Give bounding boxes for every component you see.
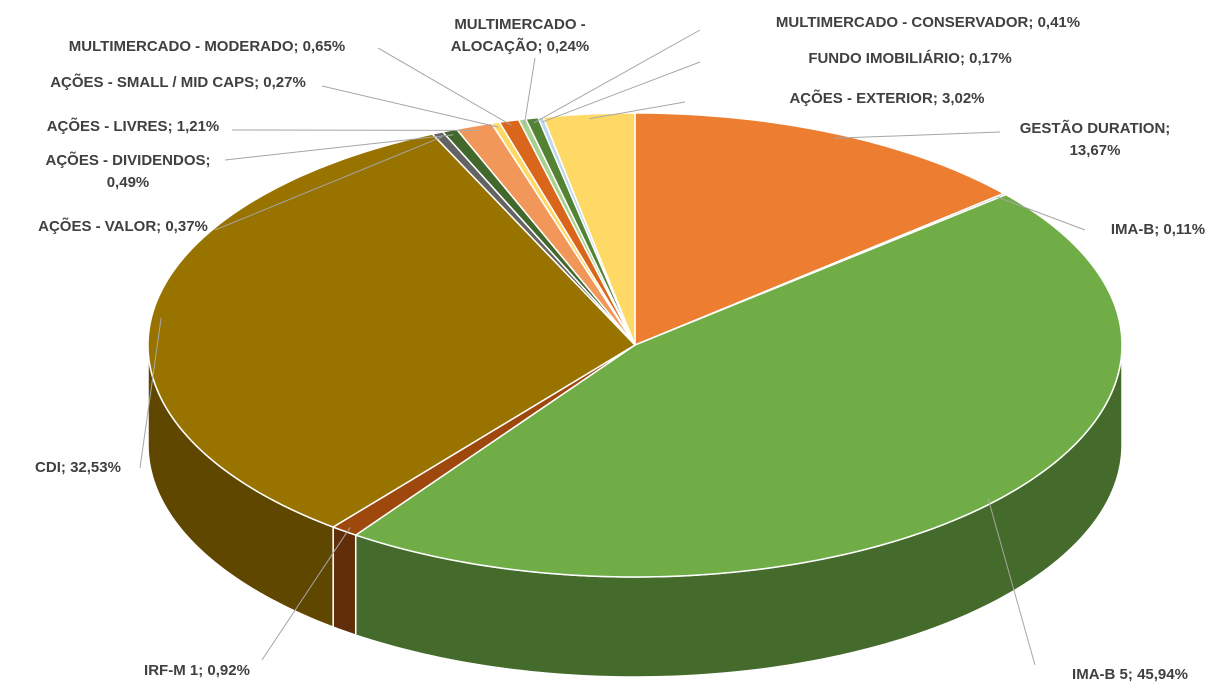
category-label: AÇÕES - VALOR <box>38 218 157 235</box>
separator: ; <box>293 38 303 55</box>
category-label: MULTIMERCADO - MODERADO <box>68 38 294 55</box>
slice-side <box>332 525 357 637</box>
leader-line <box>321 85 499 128</box>
category-label: AÇÕES - SMALL / MID CAPS <box>50 74 255 91</box>
pie-tops <box>147 112 1123 578</box>
value-label: 0,11% <box>1163 221 1206 238</box>
data-label: FUNDO IMOBILIÁRIO; 0,17% <box>760 48 1060 70</box>
value-label: 0,37% <box>165 218 208 235</box>
value-label: 0,41% <box>1037 14 1081 31</box>
value-label: 3,02% <box>941 90 985 107</box>
separator: ; <box>932 90 942 107</box>
data-label: AÇÕES - VALOR; 0,37% <box>8 216 238 238</box>
leader-line <box>997 196 1086 231</box>
separator: ; <box>1127 666 1138 683</box>
separator: ; <box>198 662 208 679</box>
category-label: IMA-B 5 <box>1072 666 1128 683</box>
slice <box>634 112 1006 347</box>
data-label: MULTIMERCADO - ALOCAÇÃO; 0,24% <box>420 14 620 58</box>
separator: ; <box>959 50 970 67</box>
separator: ; <box>167 118 177 135</box>
data-label: MULTIMERCADO - MODERADO; 0,65% <box>32 36 382 58</box>
data-label: IRF-M 1; 0,92% <box>132 660 262 682</box>
data-label: AÇÕES - SMALL / MID CAPS; 0,27% <box>18 72 338 94</box>
leader-line <box>224 134 454 161</box>
category-label: GESTÃO DURATION <box>1019 120 1166 137</box>
category-label: AÇÕES - EXTERIOR <box>789 90 933 107</box>
value-label: 0,24% <box>546 38 590 55</box>
leader-line <box>589 101 686 120</box>
leader-line <box>542 61 701 123</box>
separator: ; <box>60 459 71 476</box>
leader-line <box>214 136 442 231</box>
data-label: AÇÕES - DIVIDENDOS; 0,49% <box>28 150 228 194</box>
category-label: AÇÕES - DIVIDENDOS <box>45 152 206 169</box>
slice <box>147 133 637 528</box>
leader-line <box>533 29 701 124</box>
leader-line <box>987 497 1036 666</box>
separator: ; <box>156 218 166 235</box>
category-label: IRF-M 1 <box>144 662 199 679</box>
leader-line <box>377 47 512 126</box>
value-label: 45,94% <box>1137 666 1188 683</box>
data-label: CDI; 32,53% <box>18 457 138 479</box>
value-label: 0,92% <box>207 662 250 679</box>
data-label: AÇÕES - LIVRES; 1,21% <box>28 116 238 138</box>
value-label: 13,67% <box>1069 142 1121 159</box>
value-label: 0,65% <box>302 38 346 55</box>
value-label: 32,53% <box>70 459 121 476</box>
data-label: AÇÕES - EXTERIOR; 3,02% <box>757 88 1017 110</box>
category-label: MULTIMERCADO - CONSERVADOR <box>775 14 1029 31</box>
data-label: GESTÃO DURATION; 13,67% <box>1000 118 1190 162</box>
separator: ; <box>1165 120 1171 137</box>
slice <box>354 193 1123 578</box>
category-label: IMA-B <box>1110 221 1155 238</box>
category-label: FUNDO IMOBILIÁRIO <box>808 50 960 67</box>
data-label: IMA-B 5; 45,94% <box>1040 664 1220 686</box>
category-label: CDI <box>35 459 61 476</box>
value-label: 1,21% <box>176 118 220 135</box>
separator: ; <box>1028 14 1038 31</box>
category-label: MULTIMERCADO - ALOCAÇÃO <box>450 16 586 55</box>
value-label: 0,27% <box>263 74 306 91</box>
leader-line <box>139 317 162 469</box>
leader-line <box>261 527 351 661</box>
separator: ; <box>254 74 264 91</box>
category-label: AÇÕES - LIVRES <box>46 118 168 135</box>
separator: ; <box>205 152 211 169</box>
separator: ; <box>1154 221 1164 238</box>
separator: ; <box>537 38 547 55</box>
value-label: 0,17% <box>969 50 1012 67</box>
value-label: 0,49% <box>106 174 150 191</box>
slice <box>542 112 636 346</box>
leader-line <box>833 131 1001 139</box>
leader-line <box>523 57 536 124</box>
data-label: MULTIMERCADO - CONSERVADOR; 0,41% <box>738 12 1118 34</box>
data-label: IMA-B; 0,11% <box>1088 219 1227 241</box>
